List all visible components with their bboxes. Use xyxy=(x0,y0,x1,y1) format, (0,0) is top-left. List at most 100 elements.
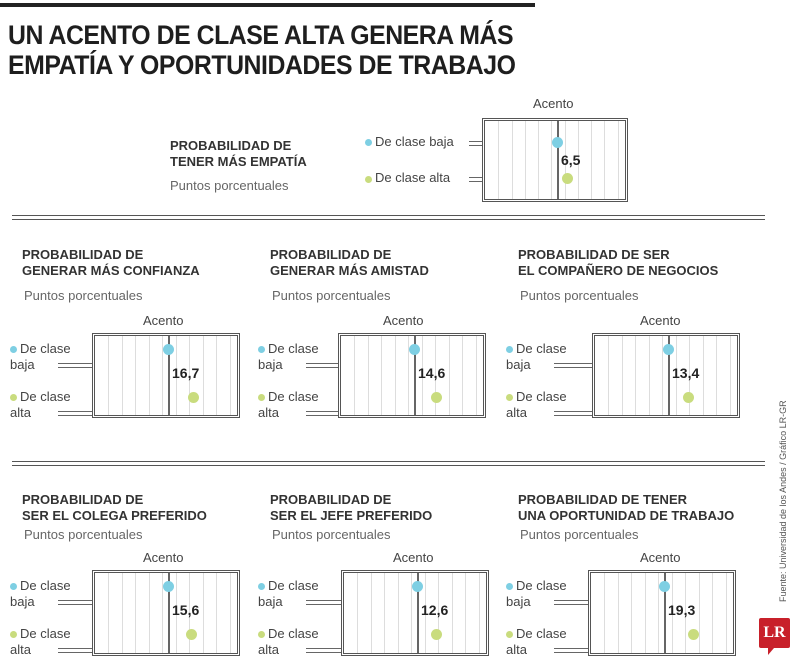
legend-baja-dot xyxy=(258,346,265,354)
grid-line xyxy=(658,573,660,653)
legend-alta-text: De clase alta xyxy=(506,626,567,657)
legend-alta: De clase alta xyxy=(10,389,86,421)
legend-connector xyxy=(306,363,338,368)
grid-line xyxy=(538,121,540,199)
panel-title-line: TENER MÁS EMPATÍA xyxy=(170,154,307,169)
value-label: 15,6 xyxy=(172,602,200,618)
baseline-line xyxy=(557,121,559,199)
value-label: 12,6 xyxy=(421,602,449,618)
panel-title-line: SER EL JEFE PREFERIDO xyxy=(270,508,433,523)
legend-connector xyxy=(469,177,482,183)
grid-line xyxy=(462,336,464,415)
legend-baja-dot xyxy=(506,346,513,354)
grid-line xyxy=(608,336,610,415)
grid-line xyxy=(202,336,204,415)
panel-title: PROBABILIDAD DE SER EL JEFE PREFERIDO xyxy=(270,492,432,524)
legend-alta: De clase alta xyxy=(506,626,582,658)
baseline-line xyxy=(417,573,419,653)
grid-line xyxy=(671,573,673,653)
grid-line xyxy=(475,336,477,415)
dot-clase-baja xyxy=(412,581,423,592)
panel-title: PROBABILIDAD DE TENER MÁS EMPATÍA xyxy=(170,138,307,170)
legend-alta-text: De clase alta xyxy=(10,389,71,420)
legend-alta: De clase alta xyxy=(10,626,86,658)
chart-box: 16,7 xyxy=(92,333,240,418)
grid-line xyxy=(121,573,123,653)
legend-alta: De clase alta xyxy=(258,389,334,421)
grid-line xyxy=(451,573,453,653)
legend-alta-dot xyxy=(10,394,17,402)
legend-baja-text: De clase baja xyxy=(10,341,71,372)
panel-title: PROBABILIDAD DE SER EL COMPAÑERO DE NEGOC… xyxy=(518,247,718,279)
legend-connector xyxy=(554,411,592,416)
grid-line xyxy=(108,573,110,653)
legend-baja: De clase baja xyxy=(258,578,334,610)
grid-line xyxy=(381,336,383,415)
dot-clase-alta xyxy=(687,629,699,640)
dot-clase-alta xyxy=(186,629,198,640)
axis-label: Acento xyxy=(640,313,681,328)
legend-connector xyxy=(58,363,92,368)
panel-title-line: UNA OPORTUNIDAD DE TRABAJO xyxy=(518,508,735,523)
panel-subtitle: Puntos porcentuales xyxy=(170,178,289,193)
grid-line xyxy=(689,336,691,415)
legend-baja: De clase baja xyxy=(365,134,454,150)
grid-line xyxy=(644,573,646,653)
grid-line xyxy=(424,573,426,653)
chart-box: 13,4 xyxy=(592,333,740,418)
legend-alta: De clase alta xyxy=(506,389,582,421)
grid-line xyxy=(175,573,177,653)
legend-alta-dot xyxy=(365,175,372,183)
legend-connector xyxy=(306,411,338,416)
panel-title-line: SER EL COLEGA PREFERIDO xyxy=(22,508,207,523)
grid-line xyxy=(465,573,467,653)
grid-line xyxy=(662,336,664,415)
chart-box: 19,3 xyxy=(588,570,736,656)
grid-line xyxy=(702,336,704,415)
panel-title-line: GENERAR MÁS AMISTAD xyxy=(270,263,429,278)
baseline-line xyxy=(414,336,416,415)
grid-line xyxy=(202,573,204,653)
legend-baja: De clase baja xyxy=(258,341,334,373)
legend-baja-text: De clase baja xyxy=(10,578,71,609)
panel-subtitle: Puntos porcentuales xyxy=(272,527,391,542)
legend-baja-text: De clase baja xyxy=(258,341,319,372)
grid-line xyxy=(135,336,137,415)
baseline-line xyxy=(668,336,670,415)
panel-title-line: PROBABILIDAD DE TENER xyxy=(518,492,688,507)
chart-box: 14,6 xyxy=(338,333,486,418)
page-title: UN ACENTO DE CLASE ALTA GENERA MÁS EMPAT… xyxy=(8,20,516,80)
axis-label: Acento xyxy=(393,550,434,565)
grid-line xyxy=(189,336,191,415)
panel-title: PROBABILIDAD DE GENERAR MÁS AMISTAD xyxy=(270,247,429,279)
chart-box: 6,5 xyxy=(482,118,628,202)
grid-line xyxy=(648,336,650,415)
source-note: Fuente: Universidad de los Andes / Gráfi… xyxy=(778,400,788,602)
grid-line xyxy=(394,336,396,415)
title-line-2: EMPATÍA Y OPORTUNIDADES DE TRABAJO xyxy=(8,50,516,80)
grid-line xyxy=(448,336,450,415)
top-rule xyxy=(0,3,535,7)
grid-line xyxy=(729,336,731,415)
grid-line xyxy=(635,336,637,415)
grid-line xyxy=(631,573,633,653)
grid-line xyxy=(698,573,700,653)
legend-baja-text: De clase baja xyxy=(506,578,567,609)
panel-title-line: PROBABILIDAD DE xyxy=(22,247,144,262)
grid-line xyxy=(621,336,623,415)
grid-line xyxy=(148,336,150,415)
baseline-line xyxy=(664,573,666,653)
legend-connector xyxy=(58,411,92,416)
grid-line xyxy=(370,573,372,653)
chart-box: 12,6 xyxy=(341,570,489,656)
chart-box: 15,6 xyxy=(92,570,240,656)
grid-line xyxy=(438,573,440,653)
grid-line xyxy=(357,573,359,653)
legend-baja-dot xyxy=(10,583,17,591)
panel-title-line: PROBABILIDAD DE SER xyxy=(518,247,670,262)
baseline-line xyxy=(168,336,170,415)
legend-alta-dot xyxy=(10,631,17,639)
legend-baja-dot xyxy=(506,583,513,591)
value-label: 19,3 xyxy=(668,602,696,618)
panel-subtitle: Puntos porcentuales xyxy=(272,288,391,303)
